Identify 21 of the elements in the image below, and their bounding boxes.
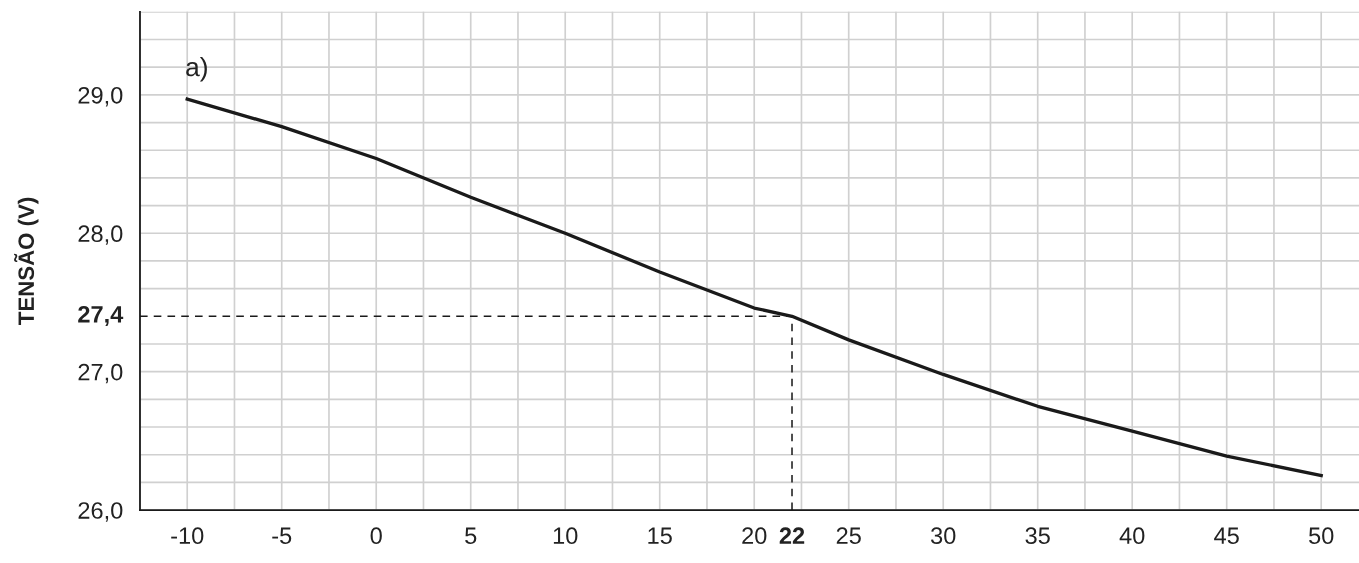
- x-tick-label: 5: [465, 527, 477, 545]
- y-tick-label: 29,0: [78, 86, 123, 107]
- x-tick-label: 25: [836, 527, 861, 545]
- y-axis-title: TENSÃO (V): [14, 197, 39, 325]
- x-tick-label: -5: [272, 527, 292, 545]
- x-tick-label: 30: [930, 527, 956, 545]
- x-tick-label: 10: [553, 527, 578, 545]
- y-tick-label: 26,0: [78, 502, 123, 522]
- y-tick-label: 27,0: [78, 363, 123, 384]
- ref-line-label: 27,4: [78, 305, 124, 327]
- x-tick-label: 20: [742, 527, 767, 545]
- x-tick-label: 40: [1119, 527, 1145, 545]
- x-tick-label: 35: [1025, 527, 1050, 545]
- y-tick-label: 28,0: [78, 225, 123, 245]
- x-tick-label: 50: [1309, 527, 1334, 545]
- x-tick-label: -10: [171, 527, 204, 545]
- x-tick-label: 45: [1214, 527, 1239, 545]
- text: a): [186, 56, 207, 82]
- x-tick-label: 0: [370, 527, 382, 545]
- x-tick-label: 15: [648, 527, 672, 545]
- ref-line-label: 22: [779, 527, 805, 544]
